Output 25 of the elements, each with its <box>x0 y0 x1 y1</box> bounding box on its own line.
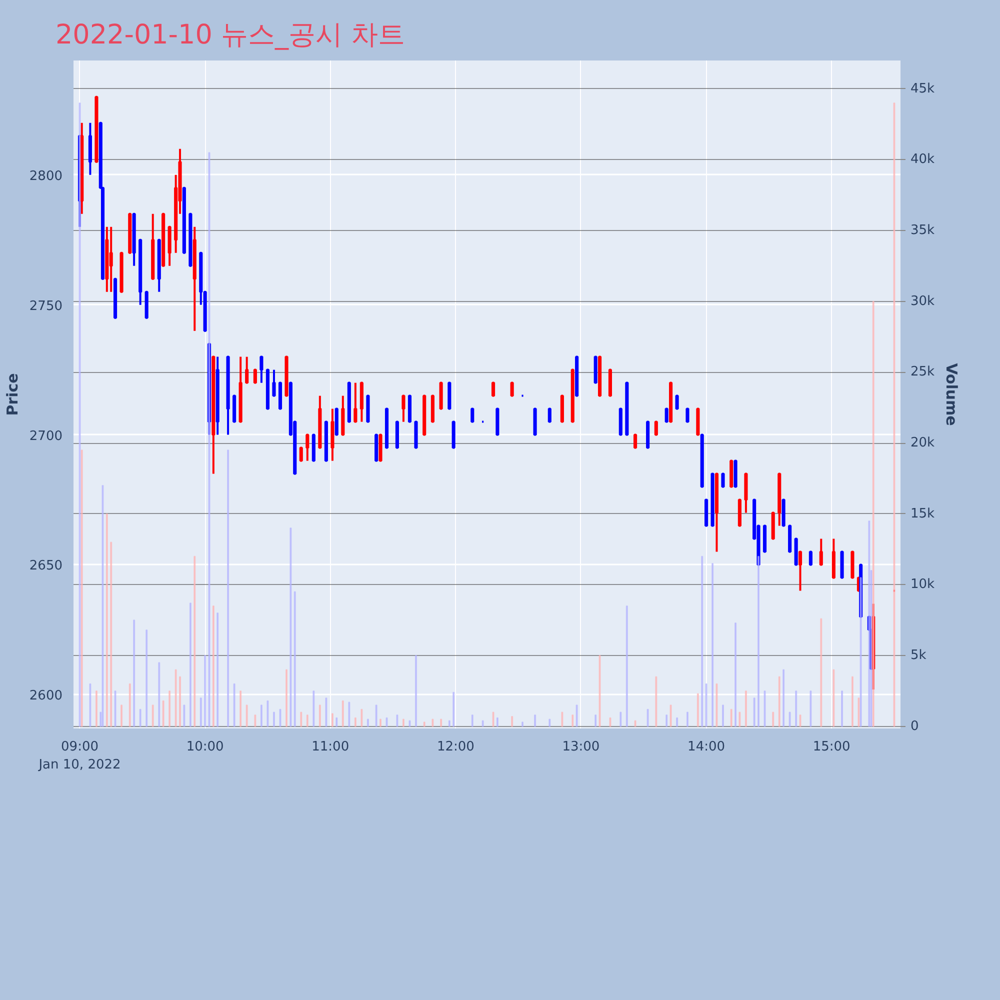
y-tick-label: 2600 <box>29 688 63 704</box>
x-tick-label: 14:00 <box>688 740 726 754</box>
y-tick-label: 2700 <box>29 428 63 444</box>
y2-tick-label: 25k <box>910 364 936 380</box>
y-tick-label: 2650 <box>29 558 63 574</box>
y-tick-label: 2750 <box>29 298 63 314</box>
x-tick-label: 15:00 <box>812 740 850 754</box>
y2-tick-label: 0 <box>910 718 919 734</box>
y2-tick-label: 20k <box>910 436 936 451</box>
x-tick-label: 11:00 <box>312 740 350 754</box>
x-tick-label: 12:00 <box>436 740 474 754</box>
y2-tick-label: 40k <box>910 152 936 168</box>
y2-tick-label: 35k <box>910 223 936 238</box>
y-tick-label: 2800 <box>29 168 63 184</box>
x-tick-label: 10:00 <box>186 740 224 754</box>
y2-tick-label: 15k <box>910 506 936 522</box>
y2-tick-label: 45k <box>910 81 936 96</box>
y2-axis-title: Volume <box>942 363 961 426</box>
y2-tick-label: 30k <box>910 294 936 309</box>
x-tick-label: 09:00 Jan 10, 2022 <box>38 740 121 772</box>
y2-tick-label: 5k <box>910 648 927 664</box>
chart-title: 2022-01-10 뉴스_공시 차트 <box>56 20 406 50</box>
y2-tick-label: 10k <box>910 577 936 592</box>
x-tick-label: 13:00 <box>562 740 600 754</box>
y-axis-title: Price <box>3 373 22 416</box>
